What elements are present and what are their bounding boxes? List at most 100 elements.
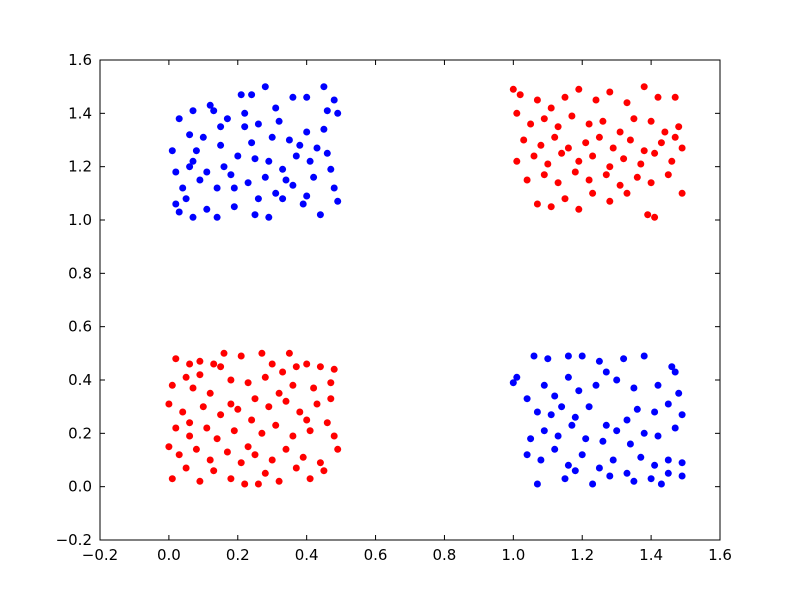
data-point	[527, 120, 535, 128]
data-point	[282, 445, 290, 453]
y-tick-label: 1.6	[68, 51, 92, 69]
data-point	[630, 477, 638, 485]
data-point	[248, 91, 256, 99]
x-tick-label: 1.4	[639, 546, 663, 564]
data-point	[303, 416, 311, 424]
data-point	[189, 157, 197, 165]
data-point	[606, 472, 614, 480]
data-point	[223, 448, 231, 456]
data-point	[230, 203, 238, 211]
data-point	[626, 440, 634, 448]
data-point	[630, 384, 638, 392]
data-point	[520, 136, 528, 144]
data-point	[609, 144, 617, 152]
data-point	[654, 93, 662, 101]
data-point	[258, 429, 266, 437]
data-point	[678, 472, 686, 480]
data-point	[509, 379, 517, 387]
data-point	[544, 160, 552, 168]
data-point	[554, 123, 562, 131]
data-point	[671, 368, 679, 376]
data-point	[279, 165, 287, 173]
data-point	[671, 93, 679, 101]
data-point	[254, 120, 262, 128]
data-point	[320, 83, 328, 91]
data-point	[544, 355, 552, 363]
data-point	[564, 352, 572, 360]
data-point	[306, 157, 314, 165]
data-point	[179, 184, 187, 192]
data-point	[192, 445, 200, 453]
data-point	[661, 128, 669, 136]
data-point	[227, 475, 235, 483]
data-point	[261, 373, 269, 381]
data-point	[671, 424, 679, 432]
data-point	[217, 141, 225, 149]
data-point	[220, 349, 228, 357]
data-point	[303, 360, 311, 368]
data-point	[206, 389, 214, 397]
data-point	[275, 477, 283, 485]
plot-area	[100, 60, 720, 540]
data-point	[554, 432, 562, 440]
data-point	[592, 381, 600, 389]
data-point	[561, 93, 569, 101]
x-tick-label: 0.8	[433, 546, 457, 564]
data-point	[564, 373, 572, 381]
data-point	[217, 363, 225, 371]
data-point	[175, 208, 183, 216]
data-point	[234, 152, 242, 160]
data-point	[196, 176, 204, 184]
data-point	[172, 355, 180, 363]
data-point	[571, 467, 579, 475]
data-point	[651, 461, 659, 469]
data-point	[289, 93, 297, 101]
data-point	[196, 371, 204, 379]
x-tick-label: 0.0	[157, 546, 181, 564]
x-tick-label: 1.6	[708, 546, 732, 564]
data-point	[179, 408, 187, 416]
data-point	[227, 376, 235, 384]
data-point	[234, 405, 242, 413]
data-point	[254, 480, 262, 488]
data-point	[192, 147, 200, 155]
data-point	[575, 85, 583, 93]
data-point	[513, 373, 521, 381]
data-point	[654, 381, 662, 389]
data-point	[189, 213, 197, 221]
data-point	[172, 424, 180, 432]
data-point	[606, 88, 614, 96]
data-point	[551, 392, 559, 400]
data-point	[547, 411, 555, 419]
data-point	[334, 109, 342, 117]
data-point	[678, 411, 686, 419]
x-tick-label: 0.4	[295, 546, 319, 564]
data-point	[196, 477, 204, 485]
data-point	[251, 211, 259, 219]
data-point	[248, 416, 256, 424]
y-tick-label: 0.8	[68, 264, 92, 282]
data-point	[237, 459, 245, 467]
data-point	[585, 403, 593, 411]
data-point	[606, 197, 614, 205]
data-point	[595, 464, 603, 472]
data-point	[530, 352, 538, 360]
data-point	[602, 171, 610, 179]
data-point	[213, 435, 221, 443]
data-point	[289, 381, 297, 389]
data-point	[289, 181, 297, 189]
x-tick-label: 1.0	[501, 546, 525, 564]
data-point	[196, 357, 204, 365]
x-tick-label: 0.2	[226, 546, 250, 564]
data-point	[248, 139, 256, 147]
data-point	[647, 179, 655, 187]
data-point	[268, 456, 276, 464]
data-point	[310, 384, 318, 392]
data-point	[199, 133, 207, 141]
data-point	[213, 184, 221, 192]
data-point	[261, 83, 269, 91]
data-point	[186, 360, 194, 368]
data-point	[223, 115, 231, 123]
data-point	[602, 368, 610, 376]
data-point	[299, 453, 307, 461]
